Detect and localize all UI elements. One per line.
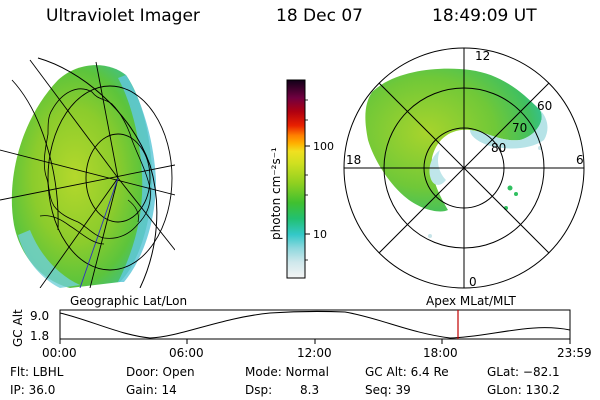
glon-readout: GLon: 130.2 xyxy=(487,383,560,397)
seq-readout: Seq: 39 xyxy=(365,383,411,397)
geographic-map xyxy=(0,57,175,288)
filter-readout: Flt: LBHL xyxy=(10,365,64,379)
mlt-label-18: 18 xyxy=(346,153,361,167)
colorbar-tick-100: 100 xyxy=(313,140,334,153)
image-time: 18:49:09 UT xyxy=(432,6,537,26)
glat-readout: GLat: −82.1 xyxy=(487,365,560,379)
mlt-label-12: 12 xyxy=(475,49,490,63)
timeline-y-min: 1.8 xyxy=(30,329,49,343)
time-tick-0600: 06:00 xyxy=(169,346,204,360)
altitude-timeline: GC Alt 9.0 1.8 00:00 06:00 12:00 18:00 2… xyxy=(11,309,592,360)
door-readout: Door: Open xyxy=(126,365,195,379)
time-tick-1200: 12:00 xyxy=(297,346,332,360)
dsp-label: Dsp: xyxy=(245,383,273,397)
colorbar-unit-label: photon cm⁻²s⁻¹ xyxy=(269,147,283,240)
time-tick-0000: 00:00 xyxy=(42,346,77,360)
colorbar xyxy=(286,79,306,279)
polar-plot: 12 18 6 0 60 70 80 xyxy=(343,47,585,289)
mlt-label-6: 6 xyxy=(576,153,584,167)
mode-readout: Mode: Normal xyxy=(245,365,329,379)
timeline-axis-label: GC Alt xyxy=(11,309,25,347)
gain-readout: Gain: 14 xyxy=(126,383,177,397)
lat-label-80: 80 xyxy=(491,141,506,155)
lat-label-70: 70 xyxy=(512,121,527,135)
image-date: 18 Dec 07 xyxy=(276,6,363,26)
dsp-value: 8.3 xyxy=(300,383,320,397)
polar-map-label: Apex MLat/MLT xyxy=(426,294,516,308)
colorbar-tick-10: 10 xyxy=(313,228,327,241)
time-tick-2359: 23:59 xyxy=(557,346,592,360)
timeline-y-max: 9.0 xyxy=(30,309,49,323)
mlt-label-0: 0 xyxy=(469,275,477,289)
time-tick-1800: 18:00 xyxy=(423,346,458,360)
instrument-title: Ultraviolet Imager xyxy=(46,6,200,26)
gc-alt-readout: GC Alt: 6.4 Re xyxy=(365,365,449,379)
lat-label-60: 60 xyxy=(537,99,552,113)
geographic-map-label: Geographic Lat/Lon xyxy=(70,294,187,308)
ip-readout: IP: 36.0 xyxy=(10,383,56,397)
